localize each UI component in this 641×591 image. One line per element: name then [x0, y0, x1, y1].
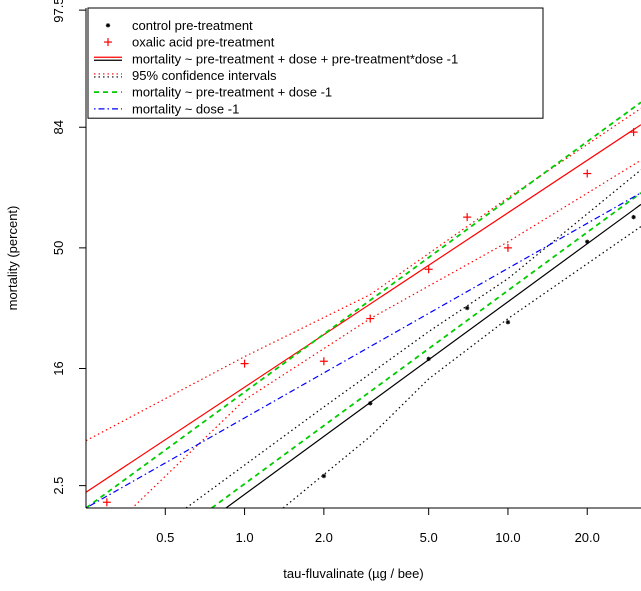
- legend-item-mortality-pre-treatment-dose-1: mortality ~ pre-treatment + dose -1: [94, 85, 332, 100]
- point-oxalic-acid-pre-treatment-5: [463, 213, 472, 222]
- legend-item-95-confidence-intervals: 95% confidence intervals: [94, 68, 277, 83]
- legend-item-oxalic-acid-pre-treatment: oxalic acid pre-treatment: [104, 35, 275, 50]
- fit-line-mortality-dose-1: [86, 192, 641, 508]
- x-tick-label-5-0: 5.0: [420, 530, 438, 545]
- point-control-pre-treatment-3: [464, 305, 470, 311]
- legend-label-oxalic-acid-pre-treatment: oxalic acid pre-treatment: [132, 35, 275, 50]
- legend-item-mortality-pre-treatment-dose-pre-treatment-dose-1: mortality ~ pre-treatment + dose + pre-t…: [94, 51, 458, 66]
- fit-line-oxalic-acid-fit: [86, 124, 641, 493]
- data-points-layer: [102, 128, 638, 507]
- fit-line-control-ci-lower: [282, 226, 641, 508]
- legend-label-control-pre-treatment: control pre-treatment: [132, 18, 253, 33]
- fit-line-mortality-pre-treatment-dose-1-control: [211, 192, 641, 508]
- point-oxalic-acid-pre-treatment-3: [366, 314, 375, 323]
- point-control-pre-treatment-4: [505, 320, 511, 325]
- y-tick-label-2-5: 2.5: [51, 477, 66, 495]
- y-tick-label-16: 16: [51, 361, 66, 375]
- x-tick-label-1-0: 1.0: [236, 530, 254, 545]
- point-control-pre-treatment-2: [426, 356, 431, 362]
- point-control-pre-treatment-1: [368, 401, 373, 406]
- legend-item-control-pre-treatment: control pre-treatment: [105, 18, 253, 33]
- fit-line-mortality-pre-treatment-dose-1-oxalic-acid: [86, 101, 641, 508]
- x-tick-label-2-0: 2.0: [315, 530, 333, 545]
- point-oxalic-acid-pre-treatment-0: [102, 498, 111, 507]
- x-tick-label-10-0: 10.0: [495, 530, 520, 545]
- y-axis-title: mortality (percent): [5, 206, 20, 311]
- fit-lines-layer: [86, 101, 641, 508]
- x-tick-label-0-5: 0.5: [156, 530, 174, 545]
- y-tick-label-97-5: 97.5: [51, 0, 66, 23]
- point-oxalic-acid-pre-treatment-4: [424, 265, 433, 274]
- x-tick-label-20-0: 20.0: [575, 530, 600, 545]
- legend-label-mortality-pre-treatment-dose-pre-treatment-dose-1: mortality ~ pre-treatment + dose + pre-t…: [132, 51, 458, 66]
- fit-line-control-ci-upper: [185, 169, 641, 508]
- point-oxalic-acid-pre-treatment-7: [583, 169, 592, 178]
- point-control-pre-treatment-5: [585, 239, 590, 244]
- legend-marker-control-pre-treatment: [105, 23, 111, 28]
- fit-line-oxalic-acid-ci-lower: [131, 159, 641, 508]
- fit-line-control-fit: [225, 203, 641, 508]
- legend-item-mortality-dose-1: mortality ~ dose -1: [94, 101, 239, 116]
- point-control-pre-treatment-6: [631, 214, 636, 220]
- legend-label-mortality-pre-treatment-dose-1: mortality ~ pre-treatment + dose -1: [132, 85, 332, 100]
- point-oxalic-acid-pre-treatment-8: [629, 128, 638, 137]
- legend-marker-oxalic-acid-pre-treatment: [104, 38, 112, 47]
- legend-label-95-confidence-intervals: 95% confidence intervals: [132, 68, 277, 83]
- point-oxalic-acid-pre-treatment-1: [240, 359, 249, 368]
- axes-layer: 0.5 1.0 2.0 5.0 10.0 20.0 2.5 16 50 84 97.5 tau-flu…: [5, 0, 641, 581]
- legend-label-mortality-dose-1: mortality ~ dose -1: [132, 101, 239, 116]
- fit-line-oxalic-acid-ci-upper: [86, 107, 641, 442]
- y-tick-label-50: 50: [51, 241, 66, 255]
- y-tick-label-84: 84: [51, 120, 66, 134]
- legend: control pre-treatment oxalic acid pre-tre…: [87, 7, 544, 119]
- point-oxalic-acid-pre-treatment-6: [503, 243, 512, 252]
- x-axis-title: tau-fluvalinate (µg / bee): [283, 566, 423, 581]
- point-control-pre-treatment-0: [321, 473, 327, 479]
- legend-box: [87, 7, 544, 119]
- point-oxalic-acid-pre-treatment-2: [319, 357, 328, 366]
